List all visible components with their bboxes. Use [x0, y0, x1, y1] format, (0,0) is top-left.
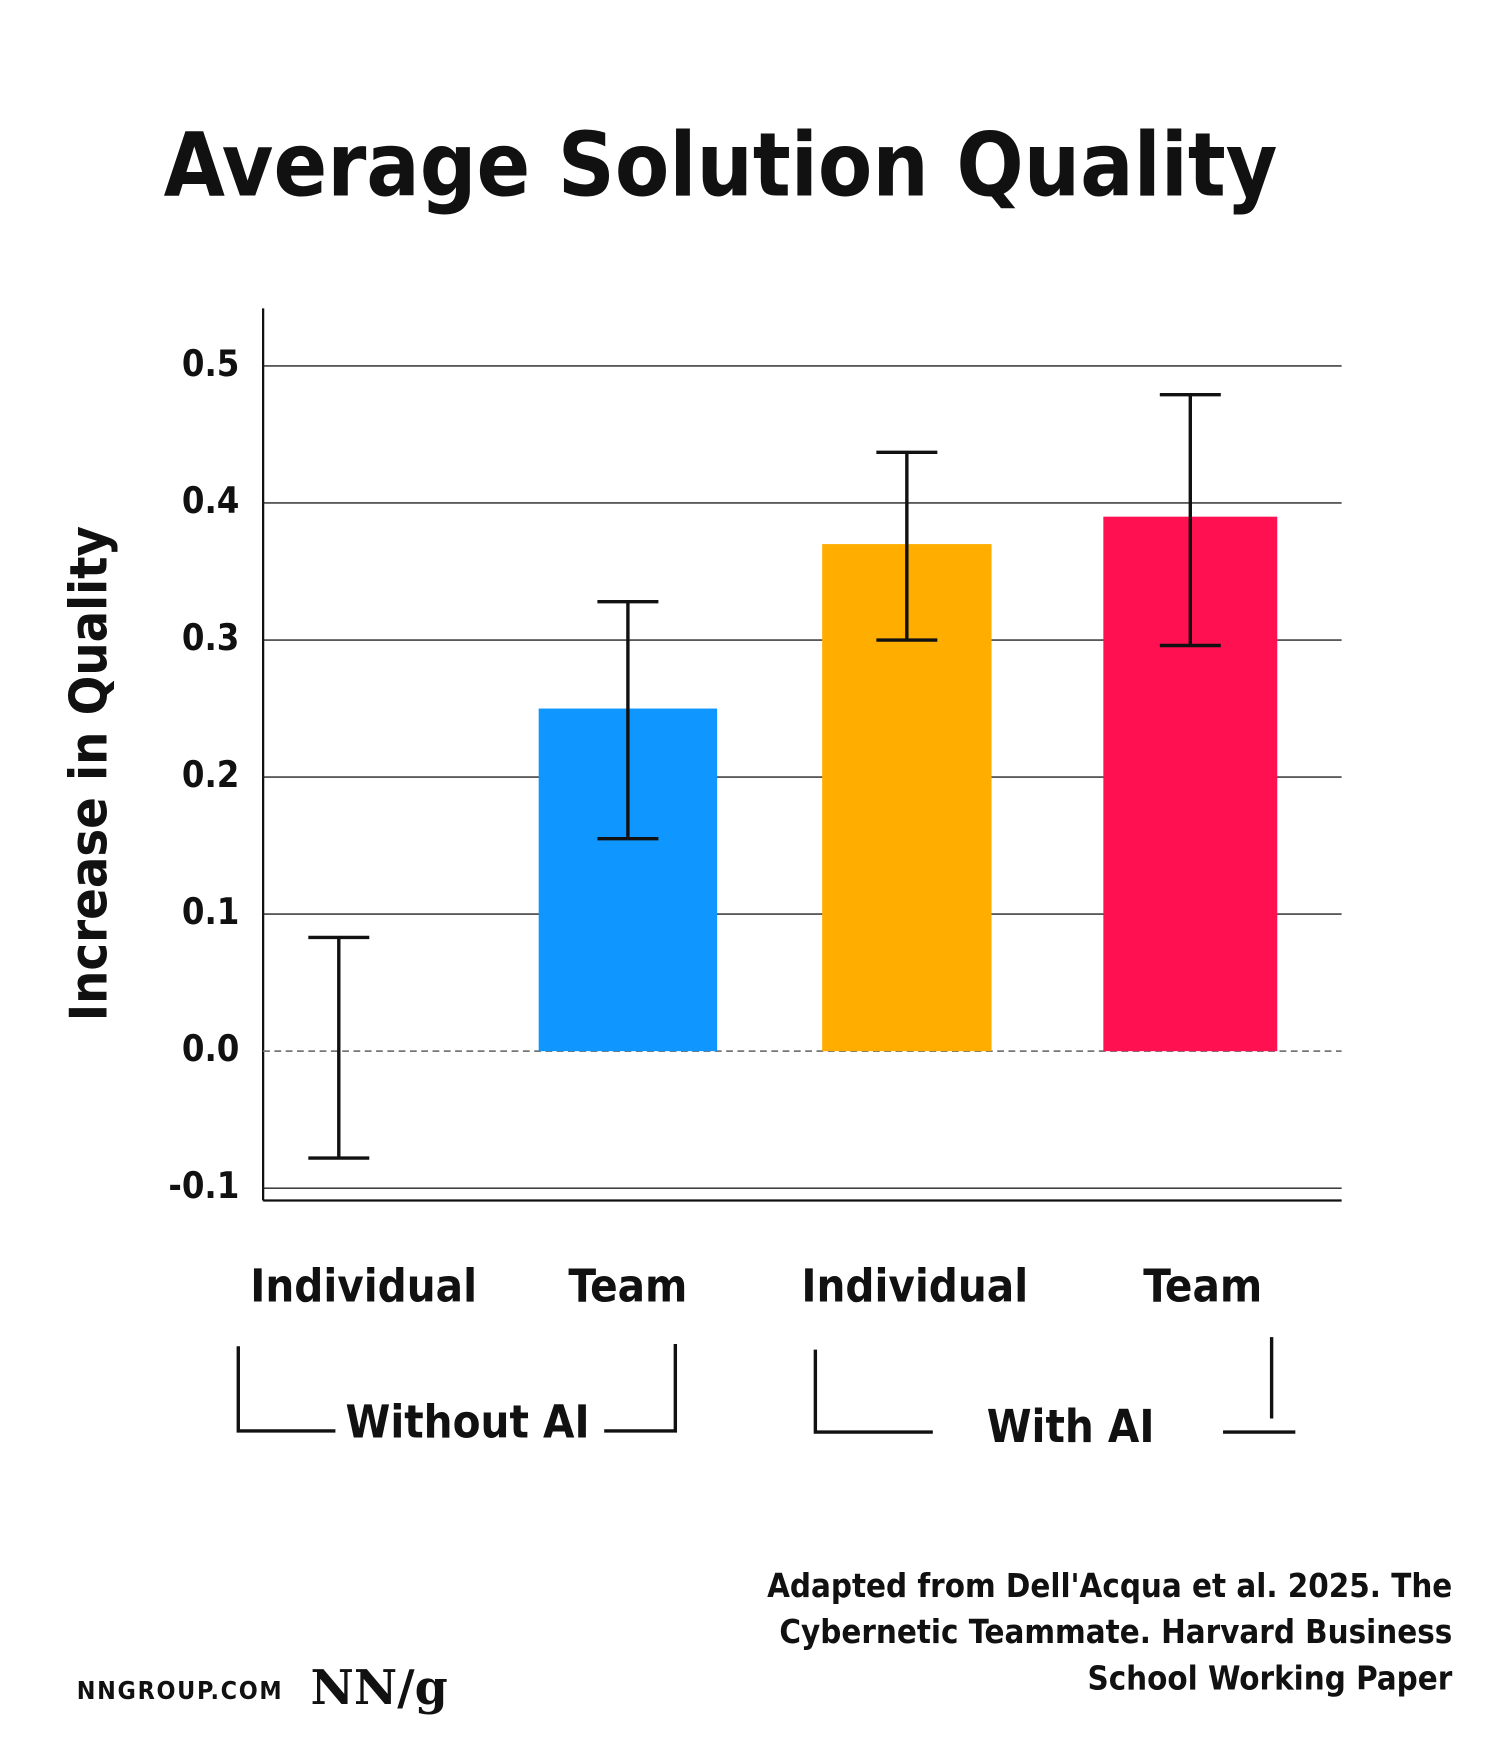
x-tick-label: Team	[1143, 1260, 1262, 1313]
source-line: Adapted from Dell'Acqua et al. 2025. The	[767, 1567, 1452, 1605]
y-tick-label: 0.3	[182, 616, 240, 659]
source-line: Cybernetic Teammate. Harvard Business	[779, 1613, 1452, 1651]
y-axis-label: Increase in Quality	[60, 526, 120, 1021]
x-tick-label: Team	[568, 1260, 687, 1313]
group-label: With AI	[987, 1400, 1155, 1453]
chart-title: Average Solution Quality	[164, 114, 1278, 217]
footer-logo: NN/g	[311, 1660, 448, 1716]
group-brackets	[236, 1337, 1296, 1434]
y-tick-label: 0.5	[182, 342, 240, 385]
x-tick-label: Individual	[801, 1260, 1028, 1313]
y-tick-label: -0.1	[168, 1164, 239, 1207]
group-label: Without AI	[346, 1395, 590, 1448]
x-tick-label: Individual	[250, 1260, 477, 1313]
footer-site: NNGROUP.COM	[77, 1676, 284, 1705]
y-tick-label: 0.2	[182, 753, 240, 796]
y-tick-label: 0.4	[182, 479, 240, 522]
source-line: School Working Paper	[1087, 1659, 1452, 1697]
y-tick-label: 0.1	[182, 890, 240, 933]
y-tick-label: 0.0	[182, 1027, 240, 1070]
